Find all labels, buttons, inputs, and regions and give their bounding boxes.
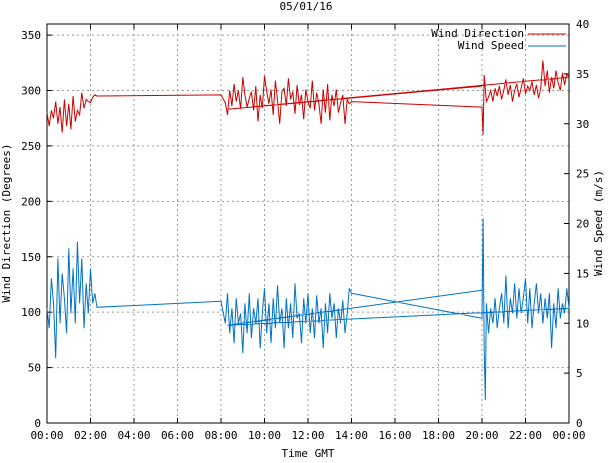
grid — [47, 24, 569, 423]
y-axis-right-label: Wind Speed (m/s) — [592, 170, 605, 276]
y-tick-label-right: 40 — [576, 18, 589, 31]
y-axis-left-label: Wind Direction (Degrees) — [0, 144, 13, 303]
y-tick-label-left: 0 — [34, 417, 41, 430]
x-tick-label: 16:00 — [378, 429, 411, 442]
y-tick-label-right: 35 — [576, 68, 589, 81]
x-tick-label: 20:00 — [465, 429, 498, 442]
axis-ticks: 00:00 02:00 04:00 06:00 08:00 10:00 12:00 14:00… — [21, 18, 589, 442]
y-tick-label-left: 300 — [21, 85, 41, 98]
x-tick-label: 00:00 — [30, 429, 63, 442]
x-tick-label: 04:00 — [117, 429, 150, 442]
x-tick-label: 08:00 — [204, 429, 237, 442]
y-tick-label-right: 25 — [576, 168, 589, 181]
chart-title: 05/01/16 — [280, 0, 333, 13]
legend-label-speed: Wind Speed — [458, 39, 524, 52]
x-tick-label: 10:00 — [248, 429, 281, 442]
y-tick-label-right: 0 — [576, 417, 583, 430]
series-layer — [46, 60, 570, 401]
y-tick-label-left: 350 — [21, 29, 41, 42]
x-tick-label: 12:00 — [291, 429, 324, 442]
x-axis-label: Time GMT — [282, 447, 335, 459]
series-line-wind-direction — [46, 60, 570, 135]
x-tick-label: 06:00 — [161, 429, 194, 442]
y-tick-label-left: 100 — [21, 306, 41, 319]
y-tick-label-left: 200 — [21, 195, 41, 208]
y-tick-label-right: 5 — [576, 367, 583, 380]
x-tick-label: 02:00 — [74, 429, 107, 442]
y-tick-label-left: 150 — [21, 251, 41, 264]
x-tick-label: 14:00 — [335, 429, 368, 442]
x-tick-label: 00:00 — [552, 429, 585, 442]
series-line-wind-speed — [46, 218, 570, 401]
x-tick-label: 22:00 — [509, 429, 542, 442]
y-tick-label-left: 250 — [21, 140, 41, 153]
plot-frame — [46, 23, 570, 424]
y-tick-label-right: 20 — [576, 218, 589, 231]
y-tick-label-left: 50 — [28, 362, 41, 375]
y-tick-label-right: 15 — [576, 267, 589, 280]
y-tick-label-right: 30 — [576, 118, 589, 131]
x-tick-label: 18:00 — [422, 429, 455, 442]
legend-label-direction: Wind Direction — [431, 27, 524, 40]
legend: Wind Direction Wind Speed — [431, 27, 566, 52]
y-tick-label-right: 10 — [576, 317, 589, 330]
